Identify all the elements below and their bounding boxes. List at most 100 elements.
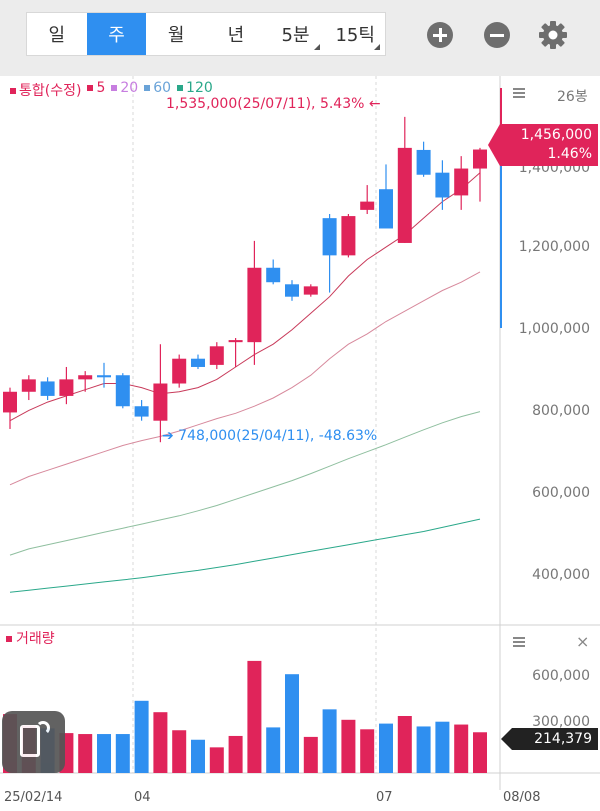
legend-ma120: 120	[173, 80, 213, 100]
candle-body	[473, 149, 487, 169]
volume-bar	[473, 732, 487, 773]
legend-ma20-label: 20	[120, 80, 139, 96]
candle-body	[3, 391, 17, 413]
y-tick: 1,200,000	[518, 239, 590, 255]
volume-bar	[416, 726, 431, 773]
volume-title: 거래량	[16, 631, 55, 647]
volume-bar	[247, 660, 262, 773]
volume-panel-menu-icon[interactable]	[513, 637, 525, 647]
price-panel-menu-icon[interactable]	[513, 88, 525, 98]
period-day-tab[interactable]: 일	[27, 13, 87, 55]
period-minute-tab[interactable]: 5분	[266, 13, 326, 55]
volume-y-tick: 300,000	[532, 714, 590, 730]
legend-ma60-label: 60	[153, 80, 172, 96]
y-tick: 800,000	[532, 403, 590, 419]
legend-ma120-label: 120	[186, 80, 213, 96]
candle-body	[191, 358, 205, 367]
zoom-out-icon[interactable]	[484, 22, 510, 48]
period-tick-tab[interactable]: 15틱	[325, 13, 385, 55]
candle-body	[209, 346, 224, 365]
candle-body	[416, 149, 431, 175]
volume-bar	[134, 700, 149, 773]
volume-bar	[191, 739, 205, 773]
gear-icon[interactable]	[538, 20, 568, 50]
legend-main: 통합(수정)	[6, 80, 81, 100]
candle-body	[247, 267, 262, 343]
period-month-tab[interactable]: 월	[146, 13, 206, 55]
candle-body	[435, 172, 450, 198]
volume-legend: 거래량	[6, 628, 55, 648]
volume-bar	[322, 709, 337, 773]
candle-body	[397, 147, 412, 243]
candle-body	[153, 383, 168, 421]
period-year-tab[interactable]: 년	[206, 13, 266, 55]
period-minute-label: 5분	[281, 25, 310, 46]
floating-rotate-button[interactable]	[2, 711, 65, 773]
zoom-in-icon[interactable]	[427, 22, 453, 48]
volume-y-tick: 600,000	[532, 668, 590, 684]
candle-body	[228, 340, 243, 343]
x-tick: 25/02/14	[4, 790, 63, 805]
candle-body	[285, 284, 299, 297]
candle-body	[115, 375, 130, 407]
chart-toolbar: 일 주 월 년 5분 15틱	[0, 0, 600, 76]
period-week-label: 주	[108, 25, 125, 46]
volume-bar	[397, 716, 412, 773]
ma120-line	[9, 518, 481, 593]
candle-body	[172, 358, 187, 384]
candle-body	[379, 189, 393, 229]
volume-bar	[435, 721, 450, 773]
current-price-value: 1,456,000	[520, 127, 592, 143]
x-tick: 04	[134, 790, 151, 805]
volume-bar	[454, 724, 469, 773]
candle-body	[322, 218, 337, 256]
volume-bar	[228, 735, 243, 773]
legend-ma5: 5	[83, 80, 105, 100]
rotate-arrow-icon	[36, 721, 50, 735]
close-icon[interactable]: ×	[576, 632, 590, 651]
volume-bar	[115, 734, 130, 773]
period-week-tab[interactable]: 주	[86, 13, 147, 55]
period-day-label: 일	[48, 25, 66, 46]
min-price-annotation: ➔ 748,000(25/04/11), -48.63%	[162, 428, 378, 444]
volume-bar	[172, 730, 187, 773]
candle-body	[454, 168, 469, 196]
candle-body	[134, 406, 149, 417]
candle-body	[21, 379, 36, 392]
y-tick: 600,000	[532, 485, 590, 501]
legend-ma60: 60	[140, 80, 171, 100]
period-selector: 일 주 월 년 5분 15틱	[26, 12, 386, 56]
ma60-line	[9, 411, 481, 556]
volume-bar	[285, 674, 299, 773]
y-tick: 400,000	[532, 567, 590, 583]
volume-bar	[209, 747, 224, 773]
candle-body	[78, 375, 93, 380]
legend-main-label: 통합(수정)	[19, 83, 82, 99]
current-price-change: 1.46%	[547, 146, 592, 162]
x-tick: 07	[376, 790, 393, 805]
candle-body	[59, 379, 74, 396]
period-tick-label: 15틱	[335, 25, 375, 46]
volume-bar	[360, 729, 375, 773]
candle-body	[266, 267, 281, 283]
y-tick: 1,000,000	[518, 321, 590, 337]
legend-ma5-label: 5	[96, 80, 106, 96]
phone-rotate-icon	[20, 725, 40, 757]
volume-bar	[379, 723, 393, 773]
volume-bar	[341, 719, 356, 773]
candle-body	[303, 286, 318, 295]
legend-ma20: 20	[107, 80, 138, 100]
x-tick: 08/08	[503, 790, 541, 805]
period-year-label: 년	[227, 25, 245, 46]
max-price-annotation: 1,535,000(25/07/11), 5.43% ←	[166, 96, 381, 112]
candle-body	[341, 216, 356, 256]
candle-body	[97, 375, 111, 378]
candle-body	[40, 381, 55, 396]
volume-bar	[97, 734, 111, 773]
dropdown-corner-icon	[374, 44, 381, 50]
volume-bar	[153, 712, 168, 773]
candle-body	[360, 201, 375, 210]
bar-count-label: 26봉	[557, 89, 588, 105]
current-price-tag: 1,456,000 1.46%	[488, 124, 598, 166]
